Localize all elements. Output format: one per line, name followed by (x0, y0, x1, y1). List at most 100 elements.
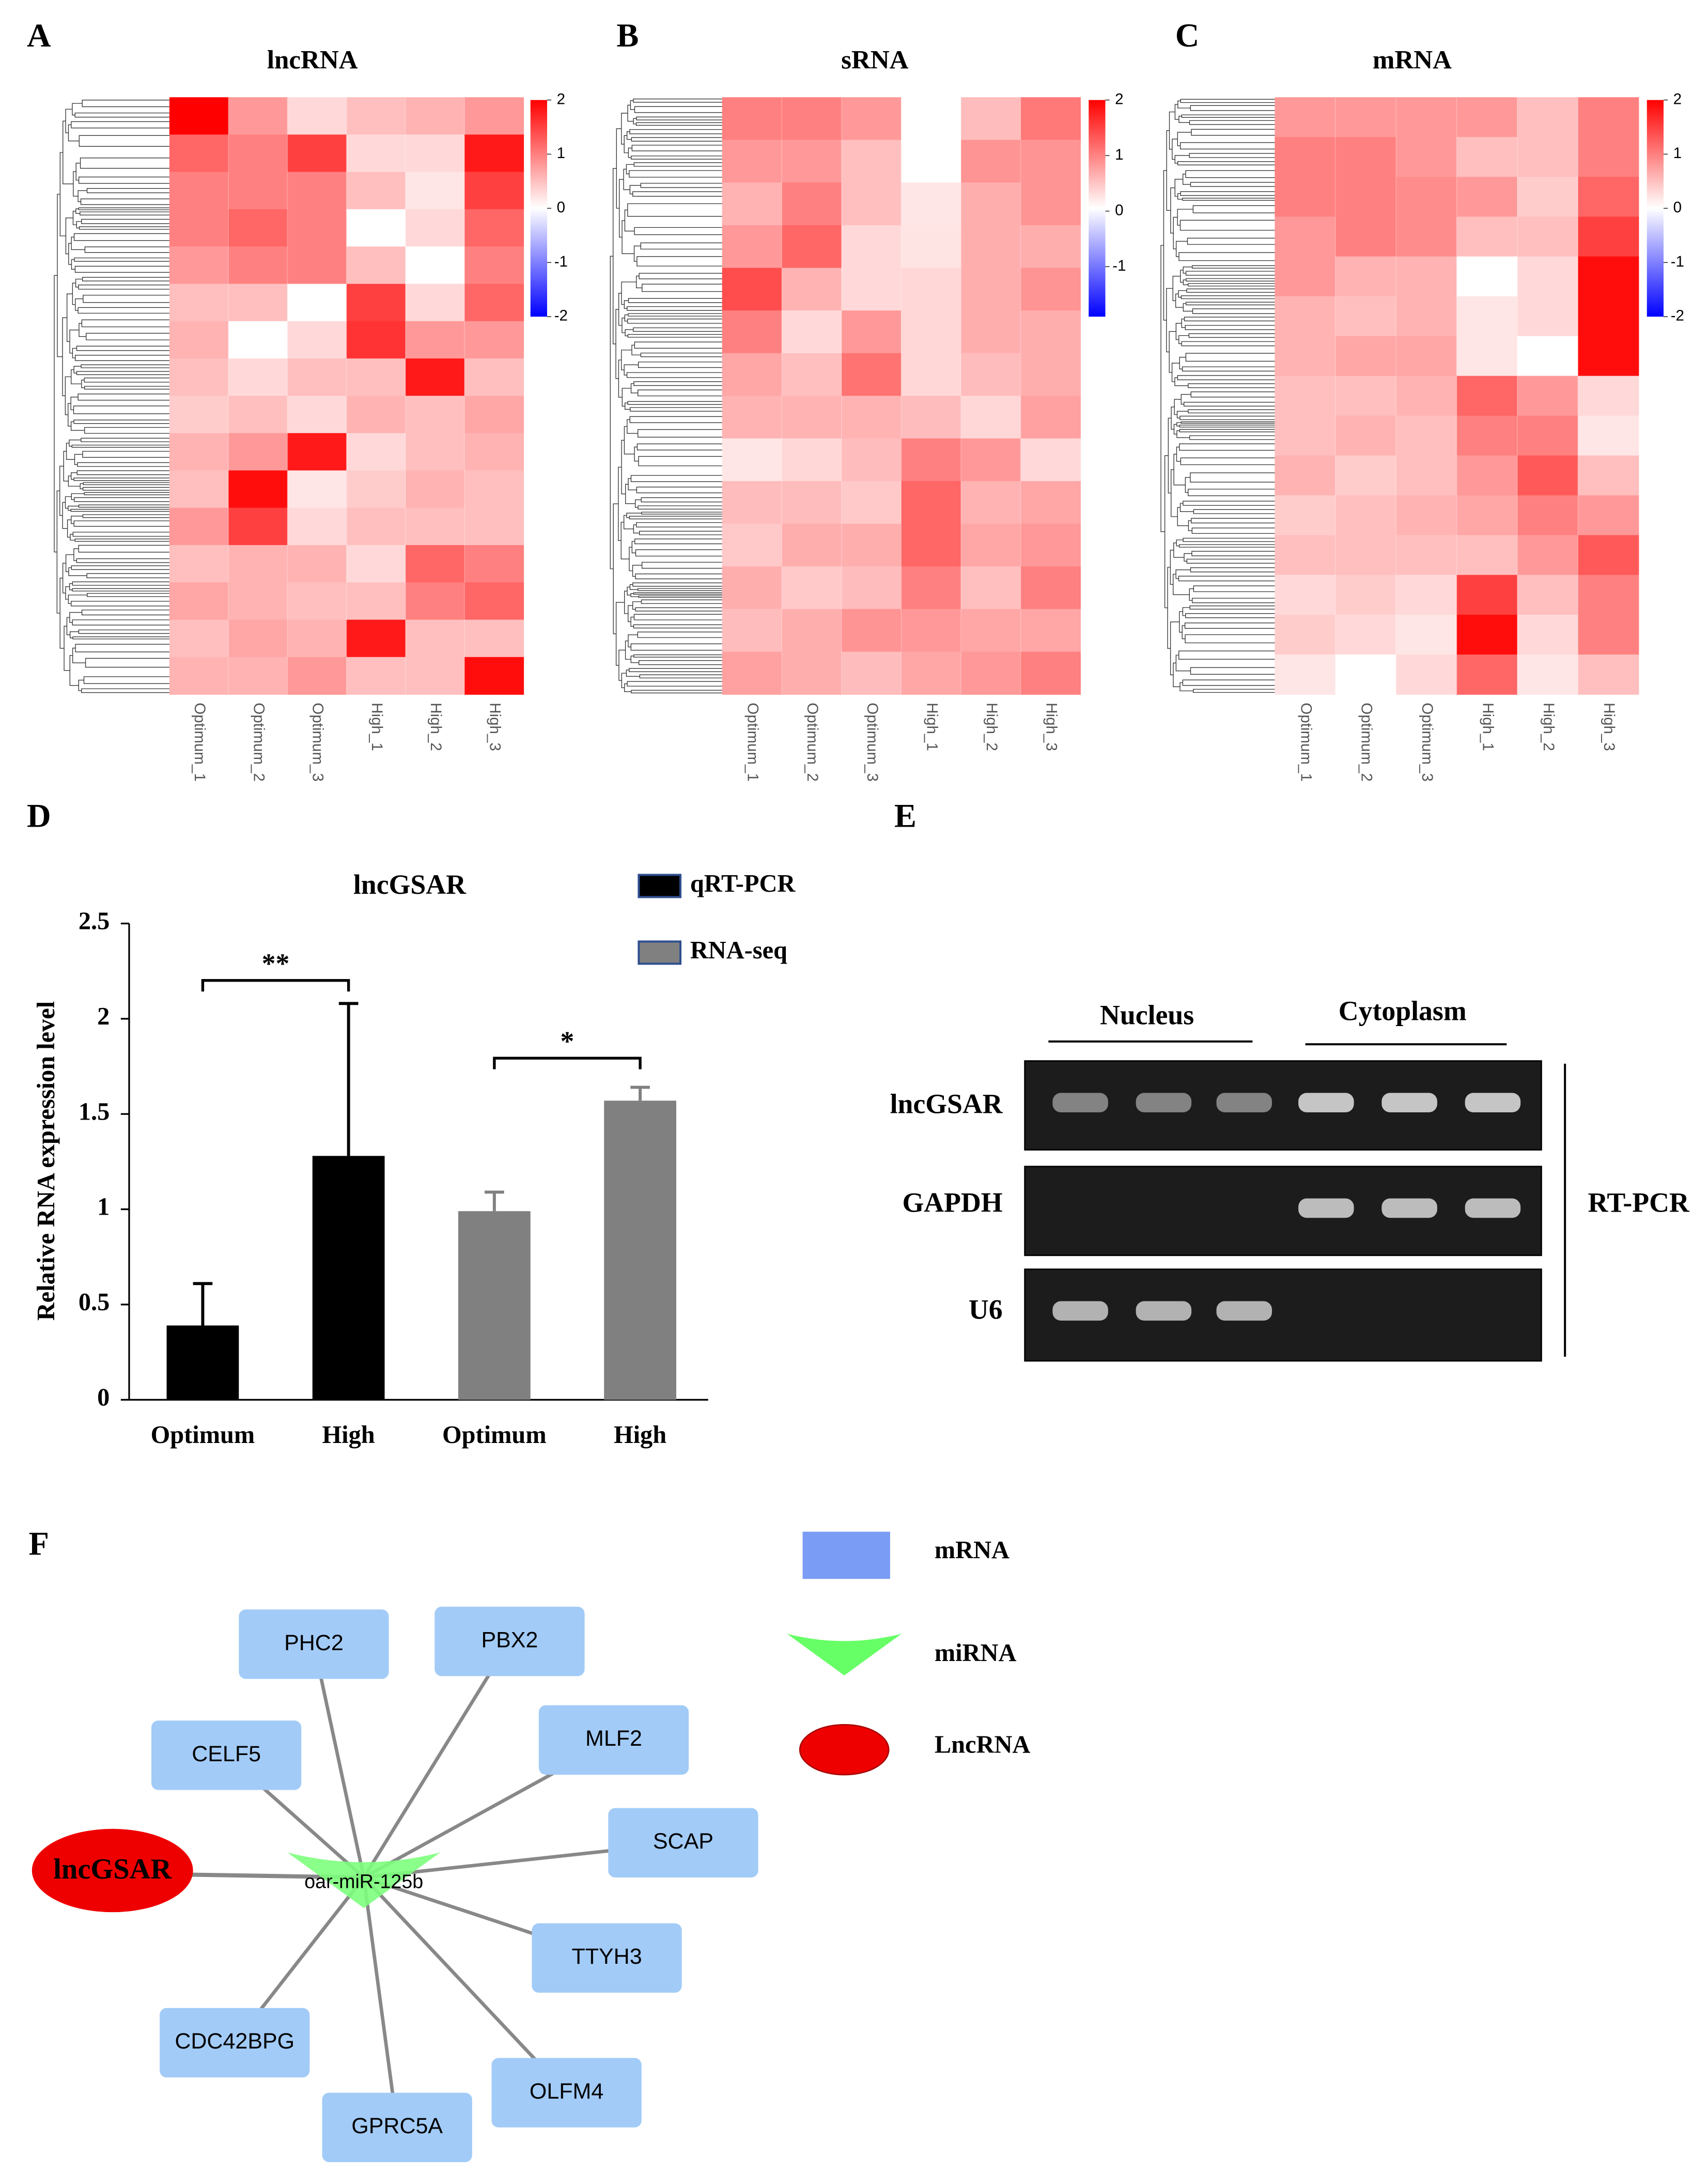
network-edge (362, 1640, 511, 1879)
heatmap-cell (722, 396, 783, 439)
legend-mrna (802, 1531, 890, 1579)
heatmap-cell (960, 651, 1021, 695)
column-label: High_1 (1479, 703, 1496, 751)
heatmap-cell (1517, 336, 1579, 377)
heatmap-cell (782, 310, 842, 354)
heatmap-cell (228, 284, 288, 322)
heatmap-cell (228, 209, 288, 247)
heatmap-cell (1578, 654, 1639, 695)
heatmap-cell (782, 182, 842, 226)
heatmap-cell (1020, 566, 1081, 610)
x-tick-label: High (614, 1421, 666, 1449)
heatmap-cell (1517, 296, 1579, 337)
heatmap-cell (1456, 177, 1518, 218)
heatmap-cell (782, 396, 842, 439)
gel-band (1216, 1093, 1272, 1112)
heatmap-cell (1275, 495, 1336, 536)
heatmap-cell (228, 321, 288, 359)
mrna-label: CELF5 (192, 1742, 261, 1766)
heatmap-cell (1456, 495, 1518, 536)
heatmap-cell (960, 438, 1021, 482)
heatmap-cell (1275, 256, 1336, 297)
network-edge (312, 1643, 366, 1878)
heatmap-cell (346, 209, 406, 247)
heatmap-cell (722, 609, 783, 653)
error-bar (338, 1002, 359, 1156)
heatmap-cell (464, 545, 524, 583)
legend-lncrna (799, 1724, 890, 1776)
heatmap-cell (841, 566, 902, 610)
heatmap-cell (841, 225, 902, 269)
heatmap-cell (1020, 609, 1081, 653)
column-label: High_1 (923, 703, 940, 751)
mrna-node (239, 1609, 389, 1679)
heatmap-cell (1396, 336, 1457, 377)
colorbar-tick-label: -1 (554, 253, 568, 270)
heatmap-cell (287, 396, 347, 434)
heatmap-cell (1275, 296, 1336, 337)
heatmap-cell (1020, 225, 1081, 269)
x-tick-label: Optimum (442, 1421, 547, 1449)
heatmap-cell (841, 523, 902, 567)
dendrogram (610, 98, 722, 693)
heatmap-cell (169, 172, 229, 210)
heatmap-cell (722, 225, 783, 269)
heatmap-cell (1275, 216, 1336, 257)
heatmap-cell (169, 619, 229, 658)
y-tick-label: 0.5 (79, 1289, 110, 1316)
heatmap-cell (169, 582, 229, 620)
heatmap-cell (901, 268, 961, 311)
heatmap-cell (1456, 137, 1518, 178)
heatmap-cell (169, 97, 229, 135)
heatmap-cell (464, 470, 524, 508)
heatmap-cell (228, 619, 288, 658)
heatmap-cell (1456, 455, 1518, 496)
gel-column-label: Cytoplasm (1339, 995, 1467, 1026)
legend-swatch (638, 874, 682, 898)
column-label: Optimum_3 (309, 703, 327, 782)
heatmap-cell (841, 353, 902, 396)
column-label: Optimum_1 (1297, 703, 1314, 782)
heatmap-cell (287, 507, 347, 546)
x-tick-label: High (322, 1421, 375, 1449)
heatmap-cell (346, 396, 406, 434)
heatmap-cell (1275, 614, 1336, 655)
legend-label: RNA-seq (690, 937, 787, 964)
heatmap-cell (464, 582, 524, 620)
heatmap-cell (287, 134, 347, 173)
heatmap-cell (1578, 495, 1639, 536)
heatmap-cell (782, 481, 842, 524)
colorbar-tick-label: -2 (1671, 307, 1684, 324)
heatmap-cell (1396, 415, 1457, 456)
heatmap-cell (464, 246, 524, 285)
gel-row (1024, 1268, 1542, 1362)
heatmap-cell (228, 507, 288, 546)
heatmap-cell (1275, 455, 1336, 496)
gel-band (1216, 1301, 1272, 1321)
heatmap-cell (1578, 575, 1639, 615)
heatmap-cell (722, 651, 783, 695)
gel-band (1465, 1093, 1521, 1112)
heatmap-cell (405, 507, 465, 546)
heatmap-cell (1456, 376, 1518, 416)
bar (312, 1156, 385, 1400)
heatmap-cell (287, 582, 347, 620)
colorbar (1647, 100, 1664, 317)
heatmap-cell (169, 657, 229, 695)
heatmap-cell (1578, 177, 1639, 218)
heatmap-cell (1517, 535, 1579, 576)
heatmap-cell (901, 523, 961, 567)
column-label: High_2 (1540, 703, 1557, 751)
heatmap-cell (901, 651, 961, 695)
gel-band (1136, 1093, 1192, 1112)
heatmap-cell (841, 609, 902, 653)
heatmap-cell (464, 321, 524, 359)
heatmap-cell (1275, 535, 1336, 576)
gel-band (1465, 1198, 1521, 1218)
y-tick-label: 1 (97, 1193, 110, 1221)
heatmap-cell (1578, 137, 1639, 178)
heatmap-cell (1020, 97, 1081, 141)
column-label: High_2 (983, 703, 1000, 751)
colorbar-tick-label: 2 (1115, 90, 1123, 107)
heatmap-cell (1578, 614, 1639, 655)
